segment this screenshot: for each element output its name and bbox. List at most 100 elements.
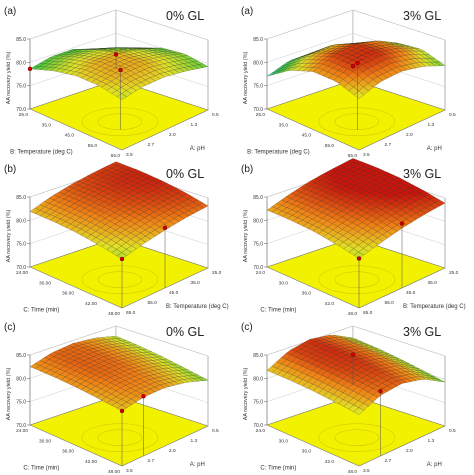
x-tick-label: 3.5	[126, 468, 133, 474]
surface-panel: 70.0 75.0 80.0 85.0 AA recovery yield (%) 25.…	[4, 161, 229, 317]
x-tick-label: 3.5	[126, 152, 133, 158]
response-surface	[29, 161, 209, 260]
x-tick-label: 2.0	[406, 448, 413, 454]
surface-panel: 70.0 75.0 80.0 85.0 AA recovery yield (%) 0.5…	[241, 6, 456, 159]
x-tick-label: 25.0	[212, 270, 222, 276]
x-tick-label: 1.3	[191, 122, 198, 128]
x-tick-label: 3.5	[363, 152, 370, 158]
z-tick-label: 85.0	[16, 37, 26, 43]
response-surface	[266, 40, 446, 99]
z-tick-label: 85.0	[253, 37, 263, 43]
surface-panel: 70.0 75.0 80.0 85.0 AA recovery yield (%) 25.…	[241, 158, 466, 317]
surface-cell	[353, 407, 365, 415]
design-point	[399, 221, 405, 226]
z-tick-label: 75.0	[253, 242, 263, 248]
y-tick-label: 42.00	[85, 301, 97, 307]
y-tick-label: 48.00	[108, 469, 120, 475]
z-axis-label: AA recovery yield (%)	[243, 368, 249, 421]
z-tick-label: 75.0	[16, 400, 26, 406]
z-tick-label: 70.0	[16, 265, 26, 271]
z-axis-label: AA recovery yield (%)	[6, 210, 12, 263]
y-tick-label: 24.0	[256, 428, 266, 434]
z-gridline	[266, 9, 446, 41]
z-tick-label: 70.0	[253, 107, 263, 113]
x-tick-label: 35.0	[428, 280, 438, 286]
x-tick-label: 0.5	[212, 112, 219, 118]
z-gridline	[29, 325, 209, 357]
surface-panel: 70.0 75.0 80.0 85.0 AA recovery yield (%) 0.5…	[241, 322, 456, 475]
design-point	[119, 408, 125, 414]
y-tick-label: 45.0	[302, 133, 312, 139]
z-tick-label: 75.0	[253, 400, 263, 406]
surface-cell	[116, 93, 128, 100]
x-tick-label: 2.7	[385, 142, 392, 148]
x-tick-label: 3.5	[363, 468, 370, 474]
z-tick-label: 70.0	[253, 265, 263, 271]
z-tick-label: 85.0	[16, 353, 26, 359]
y-tick-label: 48.0	[348, 469, 358, 475]
y-tick-label: 24.0	[256, 270, 266, 276]
x-axis-label: B: Temperature (deg C)	[403, 304, 466, 310]
panel-title: 0% GL	[166, 325, 204, 339]
y-tick-label: 65.0	[111, 153, 121, 159]
panel-title: 3% GL	[403, 9, 441, 23]
z-tick-label: 85.0	[253, 195, 263, 201]
y-tick-label: 24.00	[16, 428, 28, 434]
x-tick-label: 0.5	[449, 428, 456, 434]
z-gridline	[266, 325, 446, 357]
panel-label: (a)	[241, 6, 253, 17]
design-point	[356, 256, 362, 261]
y-tick-label: 55.0	[88, 143, 98, 149]
floor-contour	[318, 107, 396, 136]
y-tick-label: 30.0	[279, 438, 289, 444]
z-tick-label: 75.0	[16, 242, 26, 248]
z-tick-label: 75.0	[16, 84, 26, 90]
z-tick-label: 70.0	[253, 423, 263, 429]
y-axis-label: C: Time (min)	[260, 307, 296, 313]
y-axis-label: B: Temperature (deg C)	[247, 149, 310, 155]
z-tick-label: 80.0	[253, 376, 263, 382]
x-axis-label: A: pH	[190, 146, 205, 152]
surface-cell	[353, 251, 365, 259]
z-tick-label: 85.0	[253, 353, 263, 359]
design-point	[355, 60, 360, 66]
surface-cell	[116, 405, 128, 412]
y-axis-label: C: Time (min)	[260, 465, 296, 471]
y-axis-label: C: Time (min)	[23, 465, 59, 471]
x-axis-label: A: pH	[190, 462, 205, 468]
y-tick-label: 42.0	[325, 459, 335, 465]
z-tick-label: 80.0	[16, 376, 26, 382]
y-tick-label: 48.0	[348, 311, 358, 317]
x-tick-label: 65.0	[363, 310, 373, 316]
floor-contour	[97, 429, 143, 446]
x-tick-label: 1.3	[428, 438, 435, 444]
x-tick-label: 2.0	[169, 448, 176, 454]
y-tick-label: 30.00	[39, 438, 51, 444]
y-tick-label: 30.0	[279, 280, 289, 286]
floor-contour	[318, 423, 396, 452]
z-axis-label: AA recovery yield (%)	[6, 368, 12, 421]
surface-panel: 70.0 75.0 80.0 85.0 AA recovery yield (%) 0.5…	[4, 6, 219, 159]
design-point	[119, 256, 125, 262]
y-tick-label: 25.0	[19, 112, 29, 118]
panel-label: (a)	[4, 6, 16, 17]
y-tick-label: 25.0	[256, 112, 266, 118]
x-tick-label: 1.3	[191, 438, 198, 444]
x-tick-label: 2.0	[406, 132, 413, 138]
response-surface	[266, 158, 446, 259]
surface-panel: 70.0 75.0 80.0 85.0 AA recovery yield (%) 0.5…	[4, 322, 219, 475]
floor-contour	[81, 265, 159, 294]
panel-label: (c)	[241, 322, 253, 333]
z-axis-label: AA recovery yield (%)	[6, 52, 12, 105]
floor-contour	[97, 113, 143, 130]
design-point	[113, 52, 119, 57]
y-axis-label: B: Temperature (deg C)	[10, 149, 73, 155]
y-tick-label: 42.0	[325, 301, 335, 307]
floor-contour	[81, 107, 159, 136]
response-surface	[266, 334, 446, 415]
x-tick-label: 45.0	[406, 290, 416, 296]
design-point	[27, 66, 33, 72]
z-axis-label: AA recovery yield (%)	[243, 210, 249, 263]
y-tick-label: 36.0	[302, 291, 312, 297]
z-tick-label: 75.0	[253, 84, 263, 90]
